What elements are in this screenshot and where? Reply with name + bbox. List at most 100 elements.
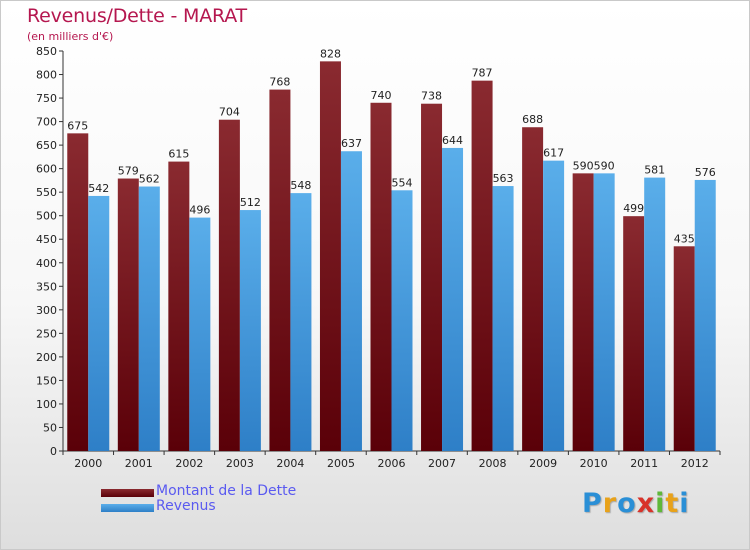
bar-chart: 0 50 100 150 200 250 300 350 400 450 500 550 600 650 7… <box>36 45 721 470</box>
data-label: 637 <box>341 137 362 150</box>
bar-revenus <box>391 190 413 451</box>
bar-revenus <box>644 177 666 451</box>
x-tick-label: 2004 <box>276 457 304 470</box>
data-label: 562 <box>139 173 160 186</box>
data-label: 768 <box>269 76 290 89</box>
y-tick-label: 0 <box>50 445 57 458</box>
y-tick-label: 750 <box>36 92 57 105</box>
y-tick-label: 450 <box>36 233 57 246</box>
bar-dette <box>370 102 392 451</box>
bar-dette <box>319 61 341 452</box>
logo-letter: P <box>582 488 603 519</box>
y-tick-label: 650 <box>36 139 57 152</box>
data-label: 644 <box>442 134 463 147</box>
logo-letter: t <box>665 488 680 519</box>
bar-dette <box>572 173 594 451</box>
y-tick-label: 500 <box>36 210 57 223</box>
data-label: 499 <box>623 202 644 215</box>
bar-revenus <box>543 160 565 451</box>
data-label: 617 <box>543 147 564 160</box>
x-tick-label: 2012 <box>681 457 709 470</box>
bar-revenus <box>492 186 514 451</box>
x-tick-label: 2007 <box>428 457 456 470</box>
data-label: 512 <box>240 196 261 209</box>
bar-revenus <box>138 186 160 451</box>
logo-letter: x <box>636 488 656 519</box>
y-tick-label: 700 <box>36 116 57 129</box>
data-label: 738 <box>421 90 442 103</box>
bar-dette <box>421 103 443 452</box>
y-tick-label: 300 <box>36 304 57 317</box>
data-label: 581 <box>644 164 665 177</box>
data-label: 740 <box>371 89 392 102</box>
y-tick-label: 850 <box>36 45 57 58</box>
legend-label-revenus: Revenus <box>156 498 216 514</box>
x-tick-label: 2011 <box>630 457 658 470</box>
x-tick-label: 2010 <box>580 457 608 470</box>
bar-dette <box>673 246 695 451</box>
bar-dette <box>522 127 544 451</box>
data-label: 615 <box>168 148 189 161</box>
data-label: 548 <box>290 179 311 192</box>
x-tick-label: 2003 <box>226 457 254 470</box>
bar-dette <box>623 216 645 451</box>
data-label: 590 <box>594 159 615 172</box>
bar-revenus <box>189 217 211 451</box>
y-tick-label: 600 <box>36 163 57 176</box>
x-tick-label: 2000 <box>74 457 102 470</box>
x-tick-label: 2008 <box>479 457 507 470</box>
legend-swatch-revenus <box>101 504 154 512</box>
data-label: 576 <box>695 166 716 179</box>
logo-letter: i <box>679 488 690 519</box>
chart-title: Revenus/Dette - MARAT <box>27 5 247 27</box>
proxiti-logo: Proxiti <box>582 488 690 519</box>
bar-revenus <box>88 195 110 451</box>
bar-revenus <box>340 151 362 451</box>
logo-letter: o <box>617 488 637 519</box>
bar-dette <box>471 80 493 451</box>
y-tick-label: 350 <box>36 280 57 293</box>
data-label: 554 <box>392 176 413 189</box>
y-tick-label: 550 <box>36 186 57 199</box>
chart-subtitle: (en milliers d'€) <box>27 30 114 43</box>
chart-bars <box>67 61 716 452</box>
bar-dette <box>218 119 240 452</box>
data-label: 828 <box>320 47 341 60</box>
x-tick-label: 2009 <box>529 457 557 470</box>
data-label: 542 <box>88 182 109 195</box>
y-tick-label: 100 <box>36 398 57 411</box>
bar-dette <box>117 178 139 451</box>
bar-revenus <box>442 147 464 452</box>
x-tick-label: 2006 <box>378 457 406 470</box>
y-tick-label: 400 <box>36 257 57 270</box>
y-tick-label: 800 <box>36 69 57 82</box>
y-tick-label: 200 <box>36 351 57 364</box>
bar-dette <box>168 161 190 451</box>
legend-label-dette: Montant de la Dette <box>156 483 297 499</box>
bar-revenus <box>593 173 615 451</box>
data-label: 787 <box>472 67 493 80</box>
x-tick-label: 2002 <box>175 457 203 470</box>
data-label: 579 <box>118 165 139 178</box>
bar-revenus <box>694 179 716 452</box>
bar-dette <box>269 89 291 452</box>
data-label: 675 <box>67 119 88 132</box>
data-label: 496 <box>189 204 210 217</box>
logo-letter: i <box>655 488 666 519</box>
y-tick-label: 250 <box>36 327 57 340</box>
y-tick-label: 50 <box>43 421 57 434</box>
bar-revenus <box>290 193 312 451</box>
logo-letter: r <box>602 488 618 519</box>
y-tick-label: 150 <box>36 374 57 387</box>
data-label: 704 <box>219 106 240 119</box>
x-tick-label: 2001 <box>125 457 153 470</box>
data-label: 563 <box>493 172 514 185</box>
data-label: 688 <box>522 113 543 126</box>
bar-revenus <box>239 210 261 451</box>
x-tick-label: 2005 <box>327 457 355 470</box>
legend-swatch-dette <box>101 489 154 497</box>
bar-dette <box>67 133 89 451</box>
data-label: 435 <box>674 232 695 245</box>
